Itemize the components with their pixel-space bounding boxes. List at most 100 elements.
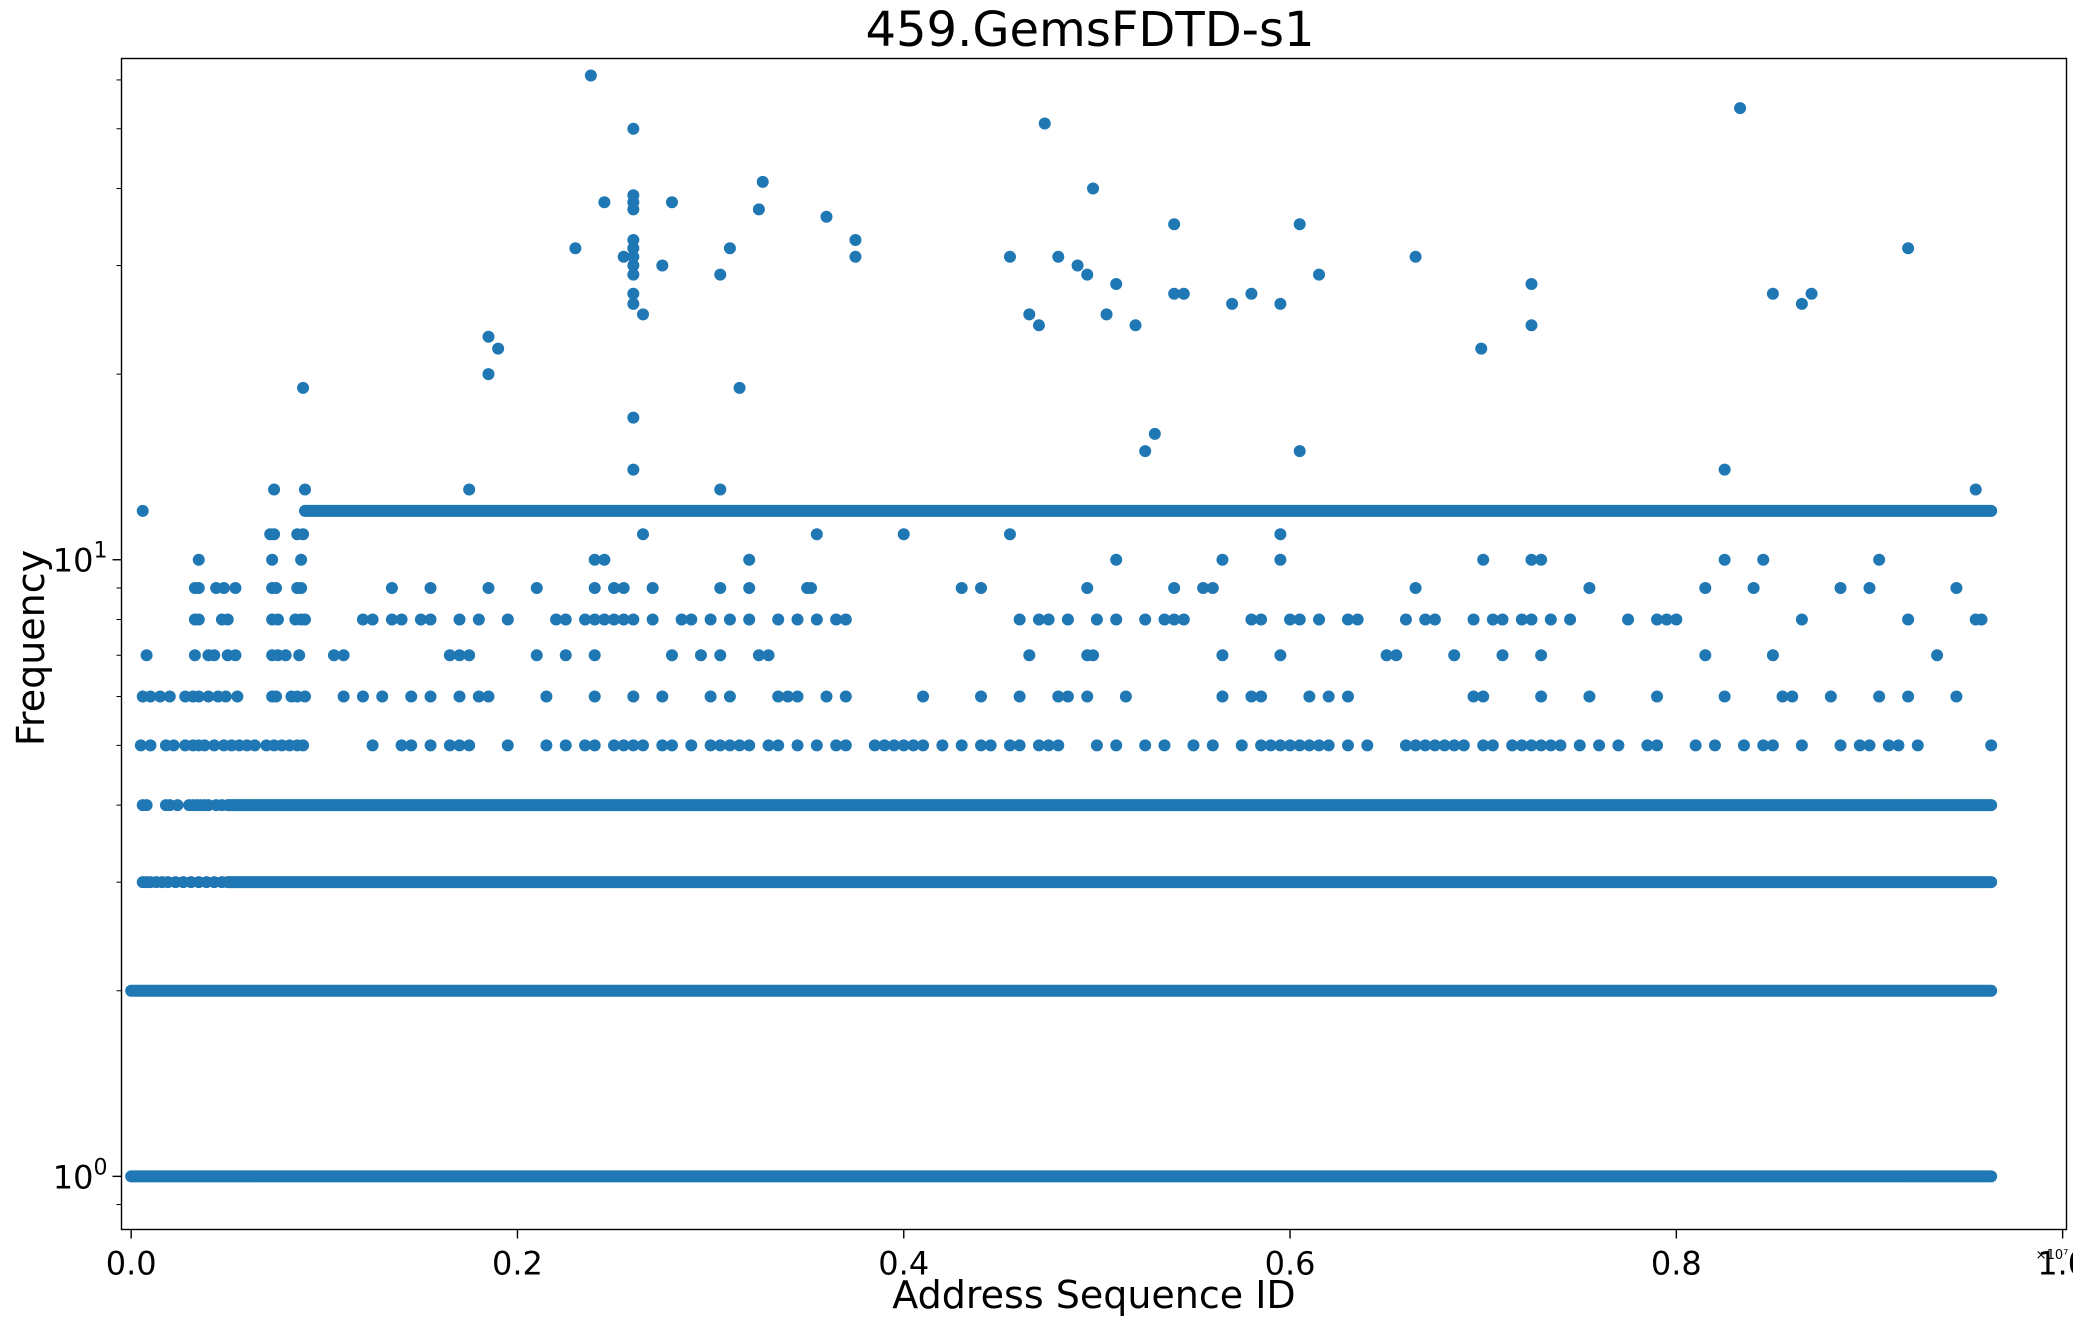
data-point xyxy=(820,210,833,223)
data-point xyxy=(665,649,678,662)
x-tick-label: 1.0 xyxy=(2037,1245,2073,1283)
x-axis-offset-label: ×10⁷ xyxy=(2036,1248,2069,1263)
data-point xyxy=(530,649,543,662)
data-point xyxy=(1593,739,1606,752)
data-point xyxy=(588,739,601,752)
data-point xyxy=(1032,319,1045,332)
data-point xyxy=(198,739,211,752)
data-point xyxy=(646,613,659,626)
data-point xyxy=(1361,739,1374,752)
data-point xyxy=(1409,739,1422,752)
data-point xyxy=(1776,690,1789,703)
data-point xyxy=(975,690,988,703)
data-point xyxy=(1805,287,1818,300)
data-point xyxy=(1351,613,1364,626)
data-point xyxy=(1409,250,1422,263)
data-point xyxy=(665,196,678,209)
data-point xyxy=(1985,739,1998,752)
data-point xyxy=(202,690,215,703)
data-point xyxy=(472,690,485,703)
x-tick-label: 0.4 xyxy=(878,1245,929,1283)
data-point xyxy=(878,739,891,752)
data-point xyxy=(463,483,476,496)
data-point xyxy=(1448,649,1461,662)
data-point xyxy=(752,203,765,216)
data-point xyxy=(1795,297,1808,310)
data-point xyxy=(1293,218,1306,231)
data-point xyxy=(268,483,281,496)
data-point xyxy=(1834,739,1847,752)
data-point xyxy=(1583,690,1596,703)
data-point xyxy=(1187,739,1200,752)
data-point xyxy=(1428,613,1441,626)
data-point xyxy=(1583,581,1596,594)
data-point xyxy=(955,581,968,594)
data-point xyxy=(1448,739,1461,752)
data-point xyxy=(1554,739,1567,752)
data-point xyxy=(1313,613,1326,626)
data-point xyxy=(1873,553,1886,566)
data-point xyxy=(694,649,707,662)
data-point xyxy=(1341,739,1354,752)
dense-point-bands xyxy=(125,504,1998,1183)
data-point xyxy=(192,690,205,703)
data-point xyxy=(646,581,659,594)
x-tick-label: 0.6 xyxy=(1265,1245,1316,1283)
data-point xyxy=(975,581,988,594)
data-point xyxy=(772,613,785,626)
data-point xyxy=(762,739,775,752)
data-point xyxy=(1564,613,1577,626)
data-point xyxy=(1718,690,1731,703)
data-point xyxy=(1853,739,1866,752)
data-point xyxy=(1795,739,1808,752)
data-point xyxy=(1087,182,1100,195)
data-point xyxy=(1235,739,1248,752)
data-point xyxy=(1931,649,1944,662)
data-point xyxy=(219,690,232,703)
data-point xyxy=(144,690,157,703)
data-point xyxy=(366,613,379,626)
data-point xyxy=(1177,613,1190,626)
data-point xyxy=(1013,613,1026,626)
data-point xyxy=(723,739,736,752)
data-point xyxy=(1032,613,1045,626)
data-point xyxy=(579,613,592,626)
data-point xyxy=(550,613,563,626)
data-point xyxy=(579,739,592,752)
data-point xyxy=(1139,613,1152,626)
data-point xyxy=(627,250,640,263)
data-point xyxy=(337,649,350,662)
data-point xyxy=(627,297,640,310)
data-point xyxy=(588,690,601,703)
data-point xyxy=(723,690,736,703)
data-point xyxy=(627,189,640,202)
data-point xyxy=(569,242,582,255)
data-point xyxy=(1689,739,1702,752)
data-point xyxy=(830,739,843,752)
data-point xyxy=(298,613,311,626)
data-point xyxy=(1911,739,1924,752)
data-point xyxy=(1042,613,1055,626)
data-point xyxy=(266,553,279,566)
data-point xyxy=(297,381,310,394)
data-point xyxy=(298,483,311,496)
data-point xyxy=(215,799,228,812)
data-point xyxy=(656,690,669,703)
data-point xyxy=(424,613,437,626)
data-point xyxy=(627,411,640,424)
data-point xyxy=(540,690,553,703)
data-point xyxy=(1612,739,1625,752)
data-point xyxy=(675,613,688,626)
data-point xyxy=(279,649,292,662)
data-point xyxy=(482,581,495,594)
data-point xyxy=(192,553,205,566)
data-point xyxy=(704,690,717,703)
data-point xyxy=(975,739,988,752)
data-point xyxy=(636,528,649,541)
data-point xyxy=(723,242,736,255)
data-point xyxy=(810,613,823,626)
y-axis-ticks: 100 101 xyxy=(53,79,122,1206)
data-point xyxy=(627,287,640,300)
data-point xyxy=(839,690,852,703)
